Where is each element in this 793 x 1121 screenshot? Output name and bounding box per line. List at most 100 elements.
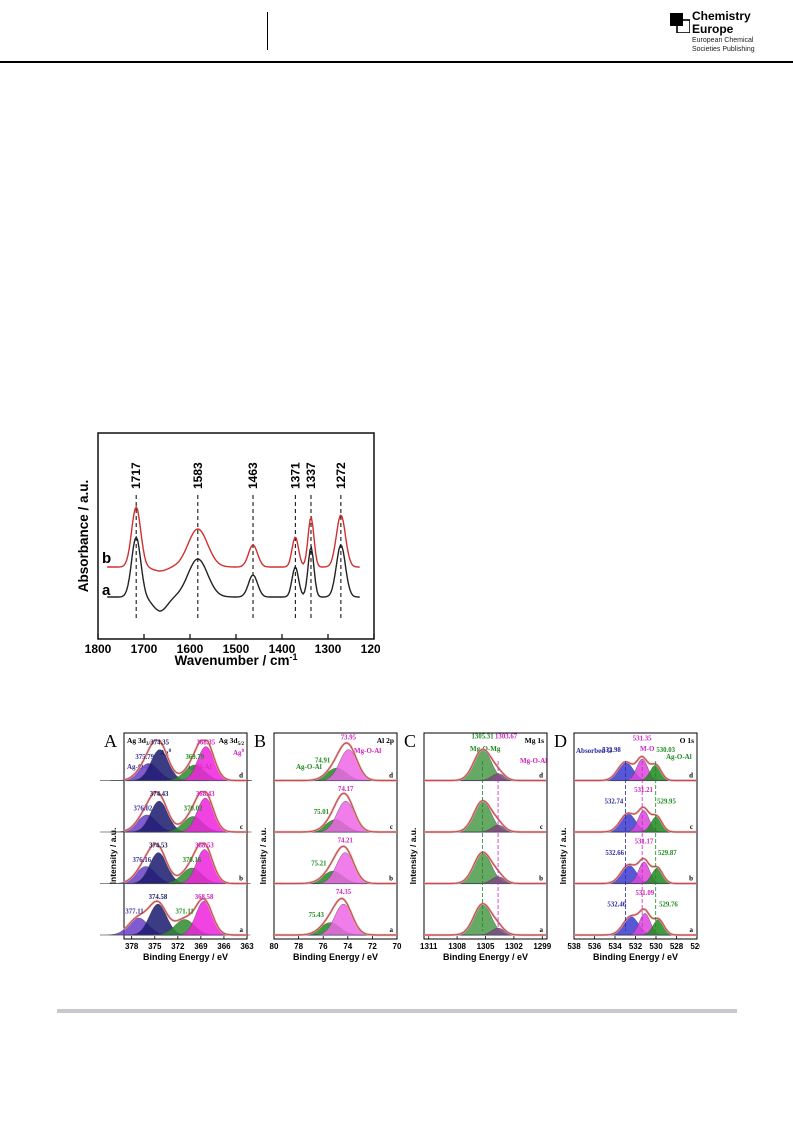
xps-x-tick-label: 532: [629, 942, 643, 951]
ir-x-tick-label: 1300: [315, 642, 342, 656]
xps-x-tick-label: 1308: [448, 942, 466, 951]
xps-peak-value: 75.21: [311, 860, 327, 867]
xps-fit-line: [123, 739, 247, 781]
publisher-sub-line2: Societies Publishing: [692, 46, 755, 53]
xps-y-axis-label: Intensity / a.u.: [258, 828, 268, 885]
xps-row-label: d: [389, 772, 393, 780]
xps-species-sup: 0: [169, 749, 172, 754]
xps-panel-letter: A: [104, 731, 117, 751]
xps-panel-a: A Ag 3d3/2 Ag 3d5/2 378 375 372 369 366 363 Bindi…: [100, 731, 254, 962]
xps-x-tick-label: 1305: [477, 942, 495, 951]
xps-x-tick-label: 528: [670, 942, 684, 951]
xps-x-tick-label: 536: [588, 942, 602, 951]
xps-x-tick-label: 526: [690, 942, 700, 951]
xps-peak-value: 368.35: [197, 739, 216, 746]
xps-component-peak: [296, 800, 395, 833]
ir-series-a-line: [107, 535, 360, 612]
xps-species-label: Mg-O-Al: [354, 747, 381, 755]
xps-peak-value: 74.35: [336, 889, 352, 896]
xps-fit-line: [424, 800, 546, 833]
chemistry-europe-logo-icon: [670, 13, 690, 33]
xps-peak-value: 532.46: [607, 902, 626, 909]
ir-x-ticks: 1800 1700 1600 1500 1400 1300 1200: [85, 634, 380, 656]
xps-panel-letter: C: [404, 731, 416, 751]
xps-x-axis-label: Binding Energy / eV: [593, 952, 678, 962]
xps-peak-value: 377.11: [125, 908, 144, 915]
xps-fit-line: [574, 858, 696, 884]
xps-peak-value: 532.74: [605, 799, 624, 806]
xps-row-label: d: [239, 772, 243, 780]
xps-region-label-right: Ag 3d5/2: [219, 736, 245, 747]
ir-x-tick-label: 1500: [223, 642, 250, 656]
xps-x-tick-label: 72: [368, 942, 377, 951]
xps-x-tick-label: 372: [171, 942, 185, 951]
xps-peak-value: 1303.67: [495, 733, 518, 740]
xps-fit-line: [424, 748, 546, 781]
xps-row-label: c: [690, 823, 693, 831]
xps-x-axis-label: Binding Energy / eV: [443, 952, 528, 962]
xps-species-label: M-O: [640, 745, 655, 753]
xps-peak-value: 74.17: [338, 786, 354, 793]
xps-peak-value: 529.87: [658, 850, 677, 857]
xps-row-label: b: [239, 875, 243, 883]
xps-panel-letter: D: [554, 731, 567, 751]
xps-species-sup: 0: [242, 749, 245, 754]
xps-region-label-right: Al 2p: [377, 736, 394, 745]
xps-peak-value: 531.21: [634, 787, 653, 794]
ir-peak-markers: 1717 1583 1463 1371 1337 1272: [129, 462, 348, 621]
ir-x-tick-label: 1400: [269, 642, 296, 656]
xps-peak-value: 531.35: [633, 735, 652, 742]
xps-fit-line: [424, 903, 546, 936]
xps-row-label: c: [390, 823, 393, 831]
xps-plot-frame: [123, 732, 248, 940]
xps-spectra-figure: A Ag 3d3/2 Ag 3d5/2 378 375 372 369 366 363 Bindi…: [100, 731, 700, 962]
ir-peak-label: 1463: [246, 462, 260, 489]
xps-species-label: Ag-O-Al: [296, 763, 322, 771]
xps-peak-value: 75.01: [314, 809, 330, 816]
xps-x-tick-label: 76: [319, 942, 328, 951]
ir-series-a-label: a: [102, 582, 111, 599]
ir-series-b-line: [107, 505, 360, 572]
xps-panel-b: B Al 2p 80 78 76 74 72 70 Binding Energy / eV Int…: [254, 731, 402, 962]
xps-region-label-left: Ag 3d3/2: [127, 736, 153, 747]
xps-peak-value: 374.35: [150, 739, 169, 746]
xps-peak-value: 370.02: [184, 805, 203, 812]
xps-peak-value: 369.79: [185, 754, 204, 761]
xps-peak-value: 529.95: [657, 799, 676, 806]
xps-peak-value: 368.43: [196, 791, 215, 798]
xps-peak-value: 375.79: [135, 754, 154, 761]
xps-peak-value: 74.21: [338, 837, 354, 844]
xps-species-label: Ag0: [233, 749, 245, 757]
xps-region-label-right: O 1s: [680, 736, 694, 745]
ir-x-axis-label-sup: -1: [290, 652, 298, 662]
xps-peak-value: 370.16: [183, 857, 202, 864]
publisher-name: Chemistry Europe: [692, 10, 751, 36]
xps-peak-value: 529.76: [659, 902, 678, 909]
xps-peak-value: 74.91: [315, 757, 331, 764]
ir-x-tick-label: 1800: [85, 642, 112, 656]
xps-region-label-right: Mg 1s: [525, 736, 544, 745]
xps-row-label: c: [240, 823, 243, 831]
xps-peak-value: 1305.31: [472, 733, 495, 740]
xps-row-label: a: [240, 926, 244, 934]
ir-series-b-label: b: [102, 550, 111, 567]
xps-fit-line: [574, 756, 696, 781]
ir-x-tick-label: 1700: [131, 642, 158, 656]
xps-row-label: a: [690, 926, 694, 934]
xps-x-tick-label: 363: [240, 942, 254, 951]
ir-spectrum-figure: 1800 1700 1600 1500 1400 1300 1200 1717 1583 146…: [76, 432, 380, 668]
xps-region-label-right-sub: 5/2: [238, 742, 245, 747]
xps-peak-value: 368.53: [195, 842, 214, 849]
xps-fit-line: [123, 842, 247, 884]
xps-region-label-left-sub: 3/2: [146, 742, 153, 747]
xps-x-tick-label: 366: [217, 942, 231, 951]
xps-peak-value: 75.43: [309, 912, 325, 919]
ir-x-axis-label: Wavenumber / cm-1: [174, 652, 297, 668]
xps-row-label: d: [689, 772, 693, 780]
xps-peak-value: 532.98: [602, 747, 621, 754]
header-divider: [267, 12, 268, 50]
xps-peak-value: 374.58: [149, 894, 168, 901]
ir-y-axis-label: Absorbance / a.u.: [76, 480, 91, 593]
header-rule: [0, 61, 793, 63]
xps-x-tick-label: 534: [608, 942, 622, 951]
